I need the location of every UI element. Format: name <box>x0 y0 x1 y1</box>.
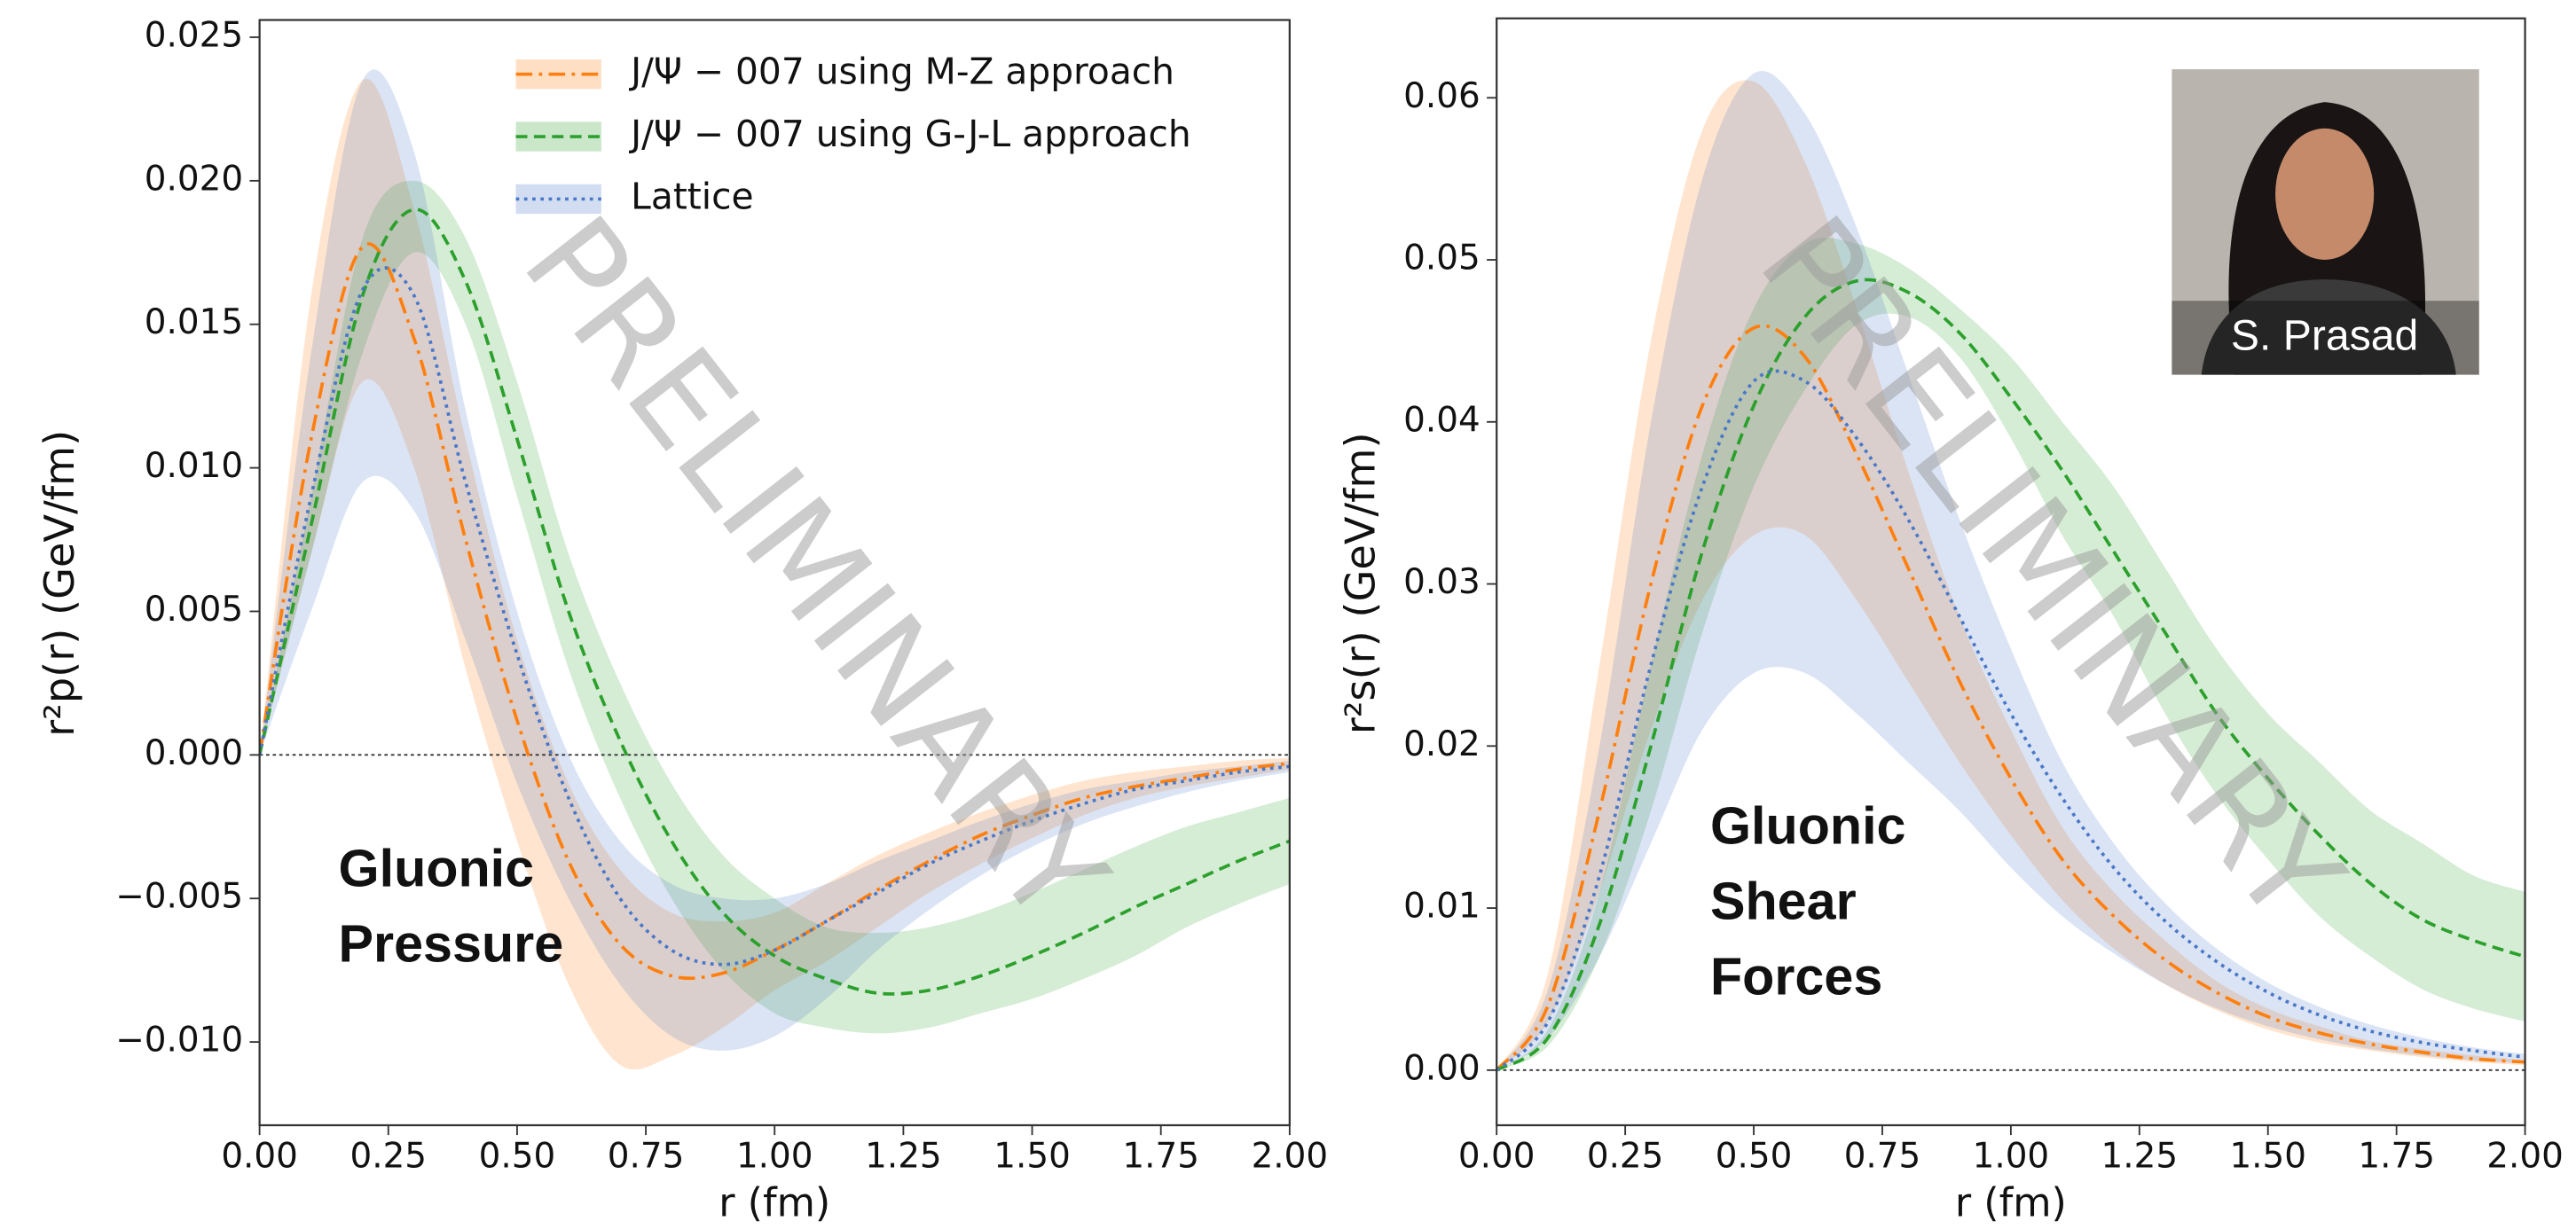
y-tick-label: 0.02 <box>1403 724 1480 764</box>
annotation: Pressure <box>339 914 564 974</box>
annotation: Shear <box>1710 871 1857 930</box>
plot-area <box>1496 70 2525 1072</box>
annotation: Gluonic <box>1710 795 1906 855</box>
x-tick-label: 0.75 <box>1844 1137 1921 1177</box>
x-tick-label: 0.00 <box>1458 1137 1535 1177</box>
x-tick-label: 1.75 <box>2358 1137 2435 1177</box>
y-tick-label: 0.01 <box>1403 887 1480 927</box>
band <box>1496 238 2525 1070</box>
y-tick-label: 0.005 <box>145 590 243 630</box>
x-axis-label: r (fm) <box>719 1181 830 1226</box>
y-tick-label: 0.03 <box>1403 562 1480 602</box>
x-tick-label: 2.00 <box>1252 1137 1329 1177</box>
x-tick-label: 1.25 <box>865 1137 942 1177</box>
x-axis-label: r (fm) <box>1955 1181 2067 1226</box>
y-tick-label: 0.000 <box>145 733 243 773</box>
series-line <box>259 207 1290 996</box>
series-line <box>259 242 1290 981</box>
plot-area <box>259 69 1290 1070</box>
y-axis-label: r²s(r) (GeV/fm) <box>1337 432 1385 734</box>
photo-caption-bg <box>2172 301 2479 375</box>
x-tick-label: 0.50 <box>1716 1137 1793 1177</box>
y-tick-label: 0.015 <box>145 302 243 342</box>
y-tick-label: −0.005 <box>115 877 243 917</box>
series-line <box>259 266 1290 967</box>
band <box>259 69 1290 1051</box>
x-tick-label: 0.25 <box>1587 1137 1664 1177</box>
y-tick-label: 0.05 <box>1403 239 1480 278</box>
legend-label: Lattice <box>631 175 753 217</box>
x-tick-label: 0.25 <box>349 1137 427 1177</box>
y-tick-label: 0.06 <box>1403 76 1480 116</box>
photo-caption: S. Prasad <box>2231 312 2418 360</box>
y-tick-label: −0.010 <box>115 1021 243 1061</box>
band <box>259 180 1290 1034</box>
series-line <box>1496 324 2525 1072</box>
x-tick-label: 1.75 <box>1122 1137 1199 1177</box>
annotation: Gluonic <box>339 838 535 897</box>
y-tick-label: 0.00 <box>1403 1048 1480 1088</box>
band <box>1496 70 2525 1070</box>
y-tick-label: 0.025 <box>145 15 243 55</box>
x-tick-label: 0.00 <box>221 1137 298 1177</box>
x-tick-label: 0.75 <box>608 1137 685 1177</box>
y-tick-label: 0.020 <box>145 159 243 199</box>
y-tick-label: 0.010 <box>145 446 243 486</box>
x-tick-label: 2.00 <box>2486 1137 2564 1177</box>
x-tick-label: 1.00 <box>1973 1137 2050 1177</box>
legend-label: J/Ψ − 007 using M-Z approach <box>628 51 1174 93</box>
x-tick-label: 1.25 <box>2101 1137 2179 1177</box>
y-tick-label: 0.04 <box>1403 400 1480 440</box>
x-tick-label: 1.50 <box>2229 1137 2306 1177</box>
series-line <box>1496 278 2525 1072</box>
y-axis-label: r²p(r) (GeV/fm) <box>35 430 83 737</box>
x-tick-label: 0.50 <box>479 1137 556 1177</box>
annotation: Forces <box>1710 947 1882 1006</box>
photo-face <box>2275 128 2375 260</box>
x-tick-label: 1.50 <box>993 1137 1071 1177</box>
x-tick-label: 1.00 <box>736 1137 813 1177</box>
series-line <box>1496 369 2525 1072</box>
legend-label: J/Ψ − 007 using G-J-L approach <box>628 113 1191 155</box>
photo-body <box>2201 279 2456 375</box>
